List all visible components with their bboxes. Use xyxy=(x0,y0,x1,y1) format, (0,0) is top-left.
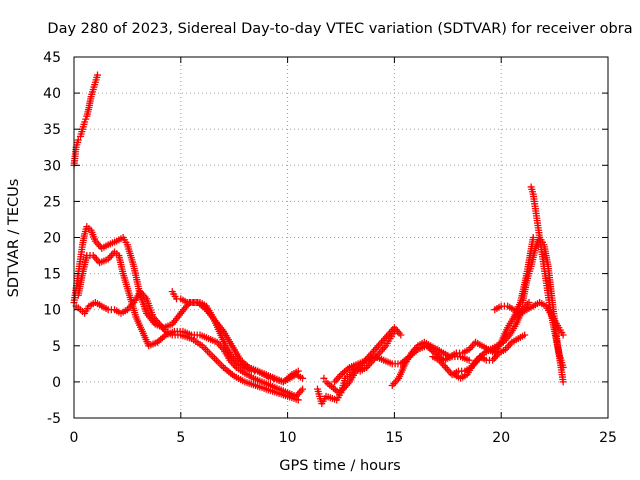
y-tick-label: 35 xyxy=(43,122,61,138)
y-tick-label: 0 xyxy=(52,375,61,391)
y-tick-label: 5 xyxy=(52,339,61,355)
y-tick-label: 10 xyxy=(43,303,61,319)
y-tick-label: 15 xyxy=(43,267,61,283)
series-track-b xyxy=(70,223,302,386)
series-track-e xyxy=(168,288,307,386)
axis-ticks xyxy=(73,56,609,419)
data-point xyxy=(93,71,101,79)
y-tick-labels: -5 0 5 10 15 20 25 30 35 40 45 xyxy=(43,50,61,427)
x-tick-label: 15 xyxy=(385,430,403,446)
series-track-n xyxy=(519,234,567,386)
series-track-a xyxy=(70,71,101,169)
x-tick-label: 20 xyxy=(492,430,510,446)
data-point xyxy=(294,396,302,404)
x-axis-label: GPS time / hours xyxy=(279,458,400,474)
data-point xyxy=(74,136,82,144)
y-tick-label: 40 xyxy=(43,86,61,102)
y-tick-label: 30 xyxy=(43,158,61,174)
data-point xyxy=(559,378,567,386)
x-tick-label: 5 xyxy=(176,430,185,446)
data-point xyxy=(397,331,405,339)
data-point xyxy=(320,374,328,382)
data-point xyxy=(299,385,307,393)
data-point xyxy=(529,234,537,241)
x-tick-label: 25 xyxy=(599,430,617,446)
data-point-interp xyxy=(270,375,278,383)
data-points xyxy=(70,71,567,408)
y-tick-label: -5 xyxy=(47,411,61,427)
x-tick-label: 0 xyxy=(70,430,79,446)
x-tick-label: 10 xyxy=(279,430,297,446)
y-tick-label: 25 xyxy=(43,194,61,210)
grid-lines xyxy=(74,57,608,418)
y-axis-label: SDTVAR / TECUs xyxy=(6,179,22,298)
data-point xyxy=(559,331,567,339)
series-track-d xyxy=(72,288,302,404)
data-point xyxy=(521,331,529,339)
chart-title: Day 280 of 2023, Sidereal Day-to-day VTE… xyxy=(47,21,632,37)
data-point xyxy=(525,298,533,306)
y-tick-label: 45 xyxy=(43,50,61,66)
series-track-i xyxy=(388,234,537,390)
y-tick-label: 20 xyxy=(43,231,61,247)
series-track-k xyxy=(450,331,529,382)
data-point xyxy=(465,356,473,364)
data-point xyxy=(299,374,307,382)
data-point xyxy=(267,374,275,382)
x-tick-labels: 0 5 10 15 20 25 xyxy=(70,430,617,446)
